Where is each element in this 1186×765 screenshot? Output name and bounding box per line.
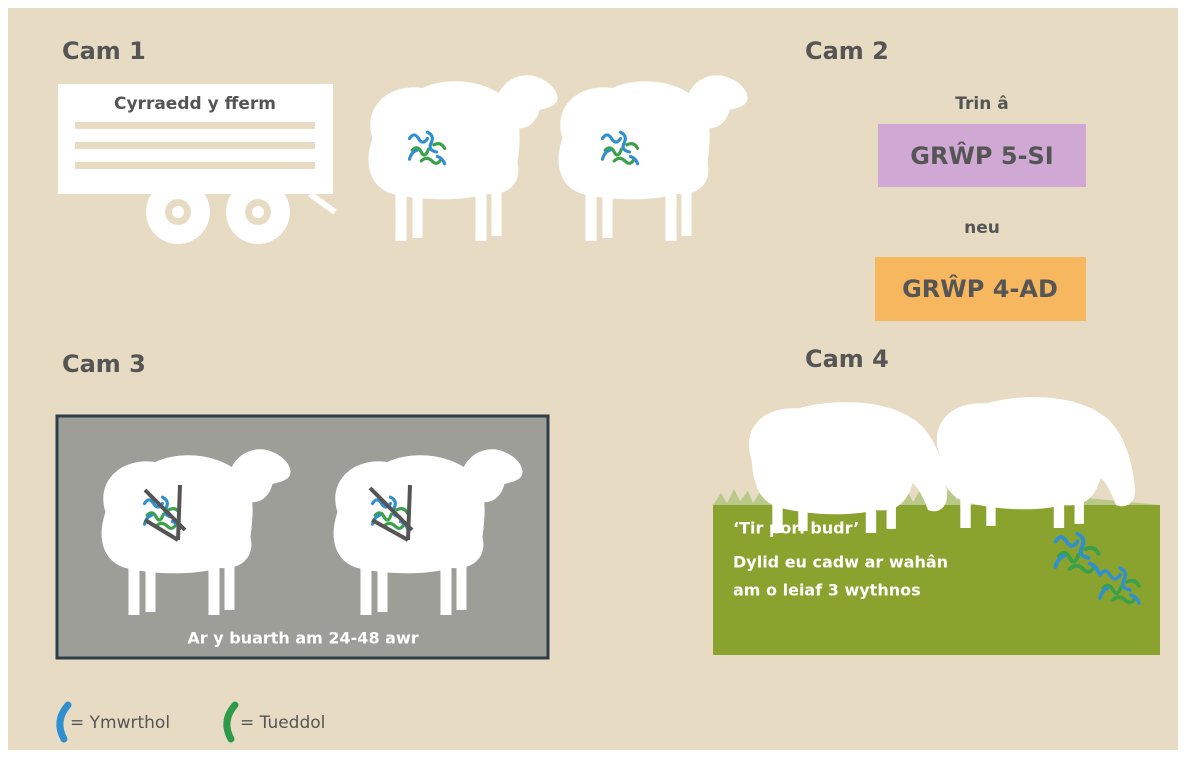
field-text: ‘Tir pori budr’ [733,519,859,538]
separator: neu [964,218,1000,238]
step-intro: Trin â [955,94,1008,114]
body: Cam 1 Cyrraedd y fferm Cam 2 Trin â GRŴP… [0,0,1186,765]
legend-label: = Tueddol [240,713,325,733]
option-label: GRŴP 4-AD [902,273,1058,303]
option-label: GRŴP 5-SI [910,140,1053,170]
step-heading: Cam 1 [62,37,146,65]
step-caption: Cyrraedd y fferm [114,94,276,114]
legend-label: = Ymwrthol [70,713,170,733]
step-caption: Ar y buarth am 24-48 awr [187,629,418,648]
page: Cam {"steps": [ {"heading": "Cam 1", "ca… [0,0,1186,765]
step-heading: Cam 2 [805,37,889,65]
step-heading: Cam 3 [62,350,146,378]
field-text: am o leiaf 3 wythnos [733,581,921,600]
field-text: Dylid eu cadw ar wahân [733,553,948,572]
infographic: Cam 1 Cyrraedd y fferm Cam 2 Trin â GRŴP… [0,0,1186,765]
step-heading: Cam 4 [805,345,889,373]
